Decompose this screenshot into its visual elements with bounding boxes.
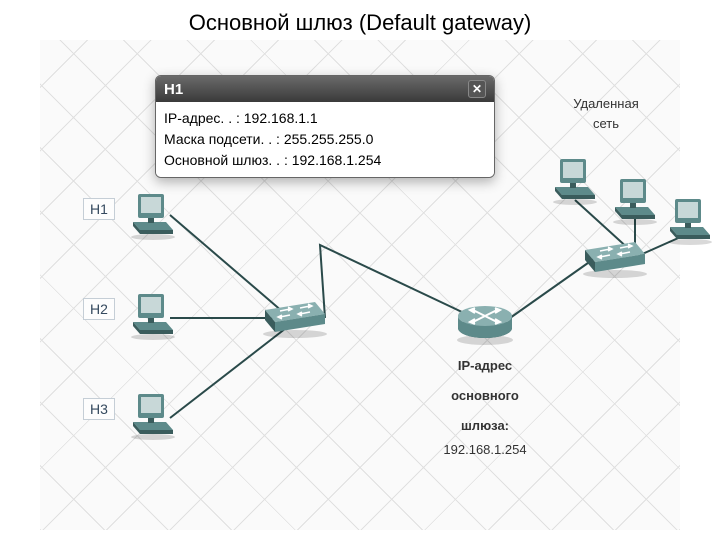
gateway-label-3: шлюза: — [425, 418, 545, 433]
remote-net-label-1: Удаленная — [556, 96, 656, 111]
host-label-h2: H2 — [83, 298, 115, 320]
router — [455, 300, 515, 345]
pc-remote-2 — [610, 175, 660, 225]
popup-mask-line: Маска подсети. . : 255.255.255.0 — [164, 129, 486, 150]
popup-header: H1 ✕ — [156, 76, 494, 102]
pc-remote-1 — [550, 155, 600, 205]
popup-gw-line: Основной шлюз. . : 192.168.1.254 — [164, 150, 486, 171]
host-label-h1: H1 — [83, 198, 115, 220]
popup-ip-line: IP-адрес. . : 192.168.1.1 — [164, 108, 486, 129]
popup-close-button[interactable]: ✕ — [468, 80, 486, 98]
remote-net-label-2: сеть — [556, 116, 656, 131]
pc-h3 — [128, 390, 178, 440]
pc-h1 — [128, 190, 178, 240]
pc-remote-3 — [665, 195, 715, 245]
host-label-h3: H3 — [83, 398, 115, 420]
pc-h2 — [128, 290, 178, 340]
switch-right — [580, 240, 650, 278]
gateway-label-1: IP-адрес — [425, 358, 545, 373]
gateway-label-2: основного — [425, 388, 545, 403]
switch-left — [260, 300, 330, 338]
popup-title: H1 — [164, 81, 183, 98]
gateway-ip: 192.168.1.254 — [425, 442, 545, 457]
popup-body: IP-адрес. . : 192.168.1.1 Маска подсети.… — [156, 102, 494, 177]
host-info-popup: H1 ✕ IP-адрес. . : 192.168.1.1 Маска под… — [155, 75, 495, 178]
